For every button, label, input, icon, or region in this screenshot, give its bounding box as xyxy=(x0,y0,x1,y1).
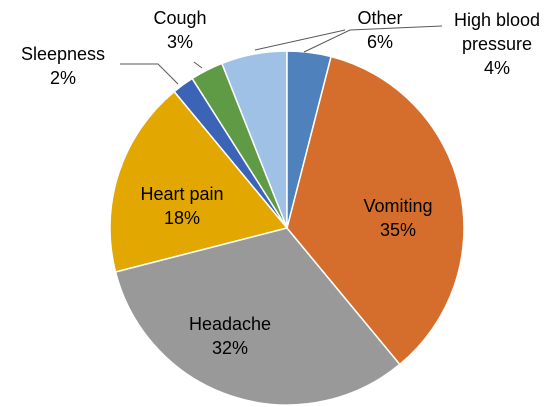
leader-line xyxy=(193,61,203,69)
slice xyxy=(109,90,289,273)
slice-label: Other 6% xyxy=(357,6,402,54)
category-label: Sleepness xyxy=(20,44,106,64)
slice xyxy=(114,227,401,406)
slice-label: Sleepness 2% xyxy=(21,42,105,90)
category-label: Vomiting xyxy=(363,196,433,216)
value-label: 2% xyxy=(49,68,76,88)
leader-line xyxy=(120,63,179,85)
category-label: Other xyxy=(357,8,403,28)
category-label: Headache xyxy=(188,314,272,334)
slice xyxy=(286,50,332,229)
slice-label: Vomiting 35% xyxy=(363,194,432,242)
value-label: 35% xyxy=(379,220,417,240)
value-label: 18% xyxy=(163,208,201,228)
category-label: Heart pain xyxy=(140,184,224,204)
leader-lines xyxy=(120,25,443,85)
slice-label: Heart pain 18% xyxy=(140,182,223,230)
slice-label: High blood pressure 4% xyxy=(437,8,557,80)
category-label: High blood pressure xyxy=(453,10,541,54)
value-label: 3% xyxy=(166,32,194,52)
category-label: Cough xyxy=(153,8,207,28)
value-label: 4% xyxy=(483,58,510,78)
slice-label: Headache 32% xyxy=(189,312,271,360)
value-label: 32% xyxy=(211,338,249,358)
value-label: 6% xyxy=(366,32,393,52)
slice-label: Cough 3% xyxy=(153,6,206,54)
slice xyxy=(286,55,465,366)
leader-line xyxy=(254,29,346,51)
leader-line xyxy=(303,25,443,53)
